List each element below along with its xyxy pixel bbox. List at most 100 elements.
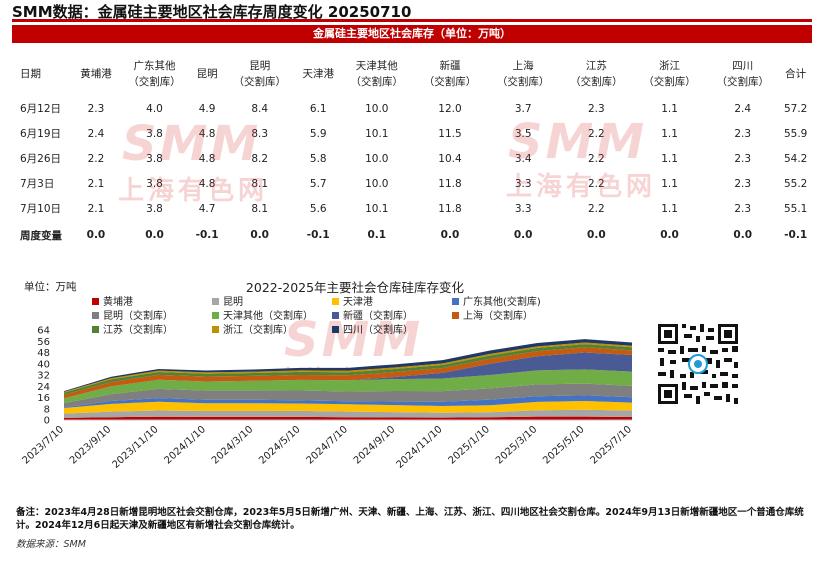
table-cell: 2.2	[87, 152, 105, 165]
column-header: 昆明 （交割库）	[223, 52, 296, 96]
table-cell: -0.1	[784, 229, 808, 241]
table-cell: 4.8	[198, 177, 216, 190]
table-cell: 1.1	[661, 152, 678, 165]
table-cell: 1.1	[661, 177, 678, 190]
x-tick-label: 2024/3/10	[210, 424, 255, 466]
column-header-line: （交割库）	[128, 76, 181, 88]
table-cell: 10.0	[365, 102, 389, 115]
legend-swatch	[212, 312, 219, 319]
column-header-line: （交割库）	[233, 76, 286, 88]
inventory-table: 日期 黄埔港 广东其他 （交割库） 昆明 昆明 （交割库） 天津港 天津其他 （交割库） 新疆 （交割…	[12, 52, 812, 249]
legend-swatch	[452, 298, 459, 305]
area-series-9	[64, 342, 632, 393]
table-cell: 8.3	[251, 127, 269, 140]
legend-label: 新疆（交割库）	[343, 309, 413, 322]
table-cell: 10.1	[365, 202, 389, 215]
table-cell: 1.1	[661, 102, 678, 115]
column-header-line: 天津其他	[355, 60, 398, 72]
table-cell: 57.2	[783, 102, 808, 115]
table-cell: 6.1	[309, 102, 327, 115]
column-header-line: （交割库）	[423, 76, 477, 88]
table-cell: 55.9	[783, 127, 808, 140]
x-tick-label: 2025/1/10	[447, 424, 492, 466]
x-tick-label: 2023/7/10	[21, 424, 66, 466]
column-header-line: 昆明	[249, 60, 271, 72]
table-cell: 0.1	[367, 229, 387, 241]
column-header-line: 浙江	[659, 60, 681, 72]
table-cell: 2.2	[588, 127, 605, 140]
legend-label: 天津其他（交割库）	[223, 309, 313, 322]
legend-swatch	[92, 298, 99, 305]
column-header-line: （交割库）	[350, 76, 404, 88]
table-cell: 11.8	[438, 202, 462, 215]
table-row: 7月10日 2.1 3.8 4.7 8.1 5.6 10.1 11.8 3.3 2.2 1.1 2.3…	[12, 196, 812, 221]
row-label: 6月26日	[20, 153, 62, 165]
x-tick-label: 2024/9/10	[352, 424, 397, 466]
y-tick-label: 16	[37, 393, 50, 404]
chart-unit-label: 单位：万吨	[24, 281, 77, 293]
legend-swatch	[212, 298, 219, 305]
table-cell: -0.1	[195, 229, 219, 241]
table-cell: 10.0	[365, 152, 389, 165]
area-series-0	[64, 416, 632, 420]
row-label: 6月12日	[20, 103, 62, 115]
table-cell: 55.2	[783, 177, 808, 190]
table-cell: 3.3	[514, 177, 532, 190]
y-tick-label: 0	[44, 416, 50, 427]
legend-label: 上海（交割库）	[463, 309, 533, 322]
legend-swatch	[332, 326, 339, 333]
footnote: 备注：2023年4月28日新增昆明地区社会交割仓库，2023年5月5日新增广州、…	[16, 507, 804, 531]
legend-swatch	[212, 326, 219, 333]
column-header: 上海 （交割库）	[487, 52, 560, 96]
table-cell: 0.0	[440, 229, 460, 241]
column-header-line: （交割库）	[496, 76, 550, 88]
column-header: 四川 （交割库）	[706, 52, 779, 96]
legend-label: 浙江（交割库）	[223, 323, 293, 336]
column-header-line: （交割库）	[570, 76, 623, 88]
table-cell: 0.0	[733, 229, 753, 241]
table-cell: 3.3	[514, 202, 532, 215]
table-cell: 55.1	[783, 202, 808, 215]
table-cell: 2.3	[87, 102, 105, 115]
table-banner: 金属硅主要地区社会库存（单位：万吨）	[12, 25, 812, 43]
legend-swatch	[92, 326, 99, 333]
table-cell: 2.3	[734, 127, 752, 140]
table-cell: 2.3	[588, 102, 605, 115]
column-header: 江苏 （交割库）	[560, 52, 633, 96]
y-tick-label: 40	[37, 359, 50, 370]
column-header: 天津港	[296, 52, 340, 96]
row-label: 6月19日	[20, 128, 62, 140]
table-cell: 3.4	[514, 152, 532, 165]
legend-label: 江苏（交割库）	[103, 323, 173, 336]
table-row: 6月26日 2.2 3.8 4.8 8.2 5.8 10.0 10.4 3.4 2.2 1.1 2.3…	[12, 146, 812, 171]
row-label: 7月10日	[20, 203, 62, 215]
table-cell: 2.3	[734, 177, 752, 190]
table-cell: 10.4	[438, 152, 462, 165]
table-cell: 5.7	[309, 177, 327, 190]
x-tick-label: 2024/11/10	[394, 424, 444, 471]
column-header-line: 上海	[512, 60, 534, 72]
table-cell: 2.2	[588, 152, 605, 165]
page-title: SMM数据：金属硅主要地区社会库存周度变化 20250710	[12, 3, 412, 21]
legend-swatch	[452, 312, 459, 319]
table-cell: 2.1	[87, 177, 105, 190]
data-source: 数据来源：SMM	[16, 539, 86, 550]
area-series-10	[64, 339, 632, 392]
legend-swatch	[332, 298, 339, 305]
table-cell: 2.2	[588, 177, 605, 190]
table-cell: 4.7	[198, 202, 216, 215]
area-series-1	[64, 409, 632, 418]
x-tick-label: 2024/5/10	[257, 424, 302, 466]
column-header: 新疆 （交割库）	[413, 52, 486, 96]
column-header-line: 日期	[20, 68, 41, 80]
column-header-line: 合计	[785, 68, 807, 80]
column-header-line: 昆明	[196, 68, 218, 80]
column-header: 昆明	[191, 52, 223, 96]
area-series-8	[64, 344, 632, 395]
table-cell: 8.2	[251, 152, 269, 165]
row-label: 周度变量	[20, 229, 62, 242]
table-cell: 4.9	[198, 102, 216, 115]
legend-swatch	[332, 312, 339, 319]
column-header-line: 新疆	[439, 60, 461, 72]
y-tick-label: 8	[44, 404, 50, 415]
